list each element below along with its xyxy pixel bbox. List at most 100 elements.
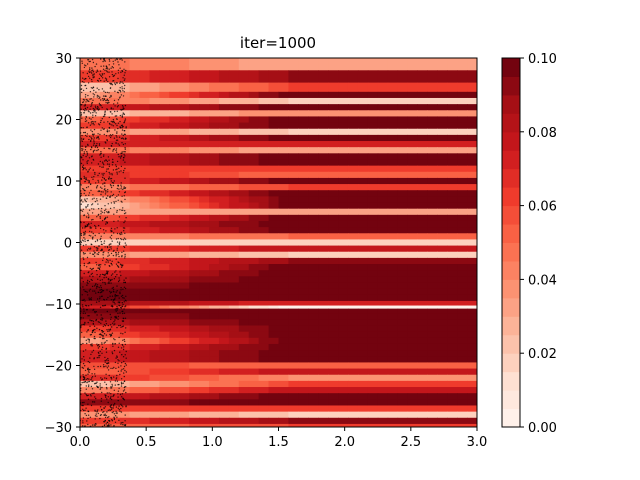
heatmap-cell	[258, 417, 270, 425]
heatmap-cell	[417, 417, 428, 425]
heatmap-cell	[159, 356, 170, 364]
scatter-point	[92, 178, 94, 180]
heatmap-cell	[447, 305, 458, 310]
scatter-point	[123, 121, 126, 123]
heatmap-cell	[248, 288, 260, 296]
heatmap-cell	[437, 153, 448, 161]
heatmap-cell	[318, 110, 329, 118]
heatmap-cell	[248, 245, 260, 253]
heatmap-cell	[288, 196, 299, 204]
scatter-point	[85, 145, 87, 148]
heatmap-cell	[159, 165, 170, 173]
heatmap-cell	[149, 159, 160, 167]
scatter-point	[83, 253, 85, 255]
scatter-point	[83, 192, 85, 195]
scatter-point	[88, 111, 90, 113]
heatmap-cell	[387, 208, 399, 216]
heatmap-cell	[357, 305, 369, 310]
scatter-point	[101, 211, 104, 213]
heatmap-cell	[80, 325, 91, 333]
scatter-point	[110, 177, 113, 180]
heatmap-cell	[169, 305, 180, 310]
heatmap-cell	[89, 202, 101, 210]
scatter-point	[98, 89, 100, 91]
heatmap-cell	[169, 70, 180, 84]
heatmap-cell	[179, 147, 190, 154]
heatmap-cell	[447, 171, 458, 179]
scatter-point	[101, 346, 104, 348]
heatmap-cell	[238, 337, 250, 345]
heatmap-cell	[109, 122, 121, 130]
heatmap-cell	[437, 251, 448, 259]
heatmap-cell	[209, 104, 220, 111]
heatmap-cell	[99, 405, 111, 413]
heatmap-cell	[288, 405, 299, 413]
scatter-point	[84, 103, 86, 106]
colorbar-segment	[502, 205, 520, 225]
scatter-point	[111, 326, 113, 328]
scatter-point	[117, 362, 119, 364]
scatter-point	[111, 352, 114, 355]
heatmap-cell	[129, 171, 141, 179]
heatmap-cell	[129, 308, 141, 314]
scatter-point	[110, 145, 113, 147]
heatmap-cell	[387, 300, 399, 307]
scatter-point	[82, 148, 84, 150]
heatmap-cell	[169, 405, 180, 413]
scatter-point	[91, 237, 94, 239]
heatmap-cell	[129, 233, 141, 241]
heatmap-cell	[129, 91, 141, 99]
scatter-point	[102, 254, 104, 256]
scatter-point	[87, 160, 89, 162]
heatmap-cell	[169, 245, 180, 253]
heatmap-cell	[89, 82, 101, 93]
scatter-point	[109, 196, 111, 198]
scatter-point	[121, 124, 124, 126]
heatmap-cell	[467, 257, 477, 265]
scatter-point	[118, 97, 121, 99]
heatmap-cell	[179, 165, 190, 173]
colorbar-segment	[502, 371, 520, 391]
heatmap-cell	[338, 153, 349, 161]
heatmap-cell	[149, 110, 160, 118]
scatter-point	[106, 270, 108, 272]
scatter-point	[118, 261, 120, 264]
heatmap-cell	[119, 128, 131, 136]
heatmap-cell	[258, 331, 270, 339]
heatmap-cell	[159, 405, 170, 413]
heatmap-cell	[407, 356, 419, 364]
heatmap-cell	[357, 190, 369, 197]
scatter-point	[105, 79, 108, 82]
x-tick-label: 0.5	[136, 435, 157, 450]
heatmap-cell	[397, 165, 409, 173]
scatter-point	[106, 340, 108, 342]
heatmap-cell	[169, 374, 180, 382]
heatmap-cell	[209, 141, 220, 148]
scatter-point	[117, 265, 119, 268]
heatmap-cell	[338, 147, 349, 154]
heatmap-cell	[288, 58, 299, 71]
scatter-point	[92, 158, 94, 161]
scatter-point	[101, 295, 103, 297]
scatter-point	[84, 225, 87, 228]
heatmap-cell	[278, 220, 290, 228]
scatter-point	[81, 139, 83, 141]
scatter-point	[93, 337, 95, 340]
heatmap-cell	[139, 282, 151, 290]
scatter-point	[120, 266, 123, 268]
scatter-point	[107, 189, 109, 191]
scatter-point	[106, 131, 109, 133]
heatmap-cell	[417, 374, 428, 382]
heatmap-cell	[199, 387, 210, 394]
heatmap-cell	[397, 399, 409, 407]
scatter-point	[101, 248, 103, 250]
heatmap-cell	[238, 270, 250, 277]
heatmap-cell	[347, 153, 359, 161]
scatter-point	[82, 169, 84, 171]
heatmap-cell	[328, 393, 339, 400]
scatter-point	[115, 307, 117, 310]
heatmap-cell	[218, 214, 230, 222]
heatmap-cell	[377, 251, 389, 259]
scatter-point	[121, 152, 123, 155]
heatmap-cell	[179, 190, 190, 197]
